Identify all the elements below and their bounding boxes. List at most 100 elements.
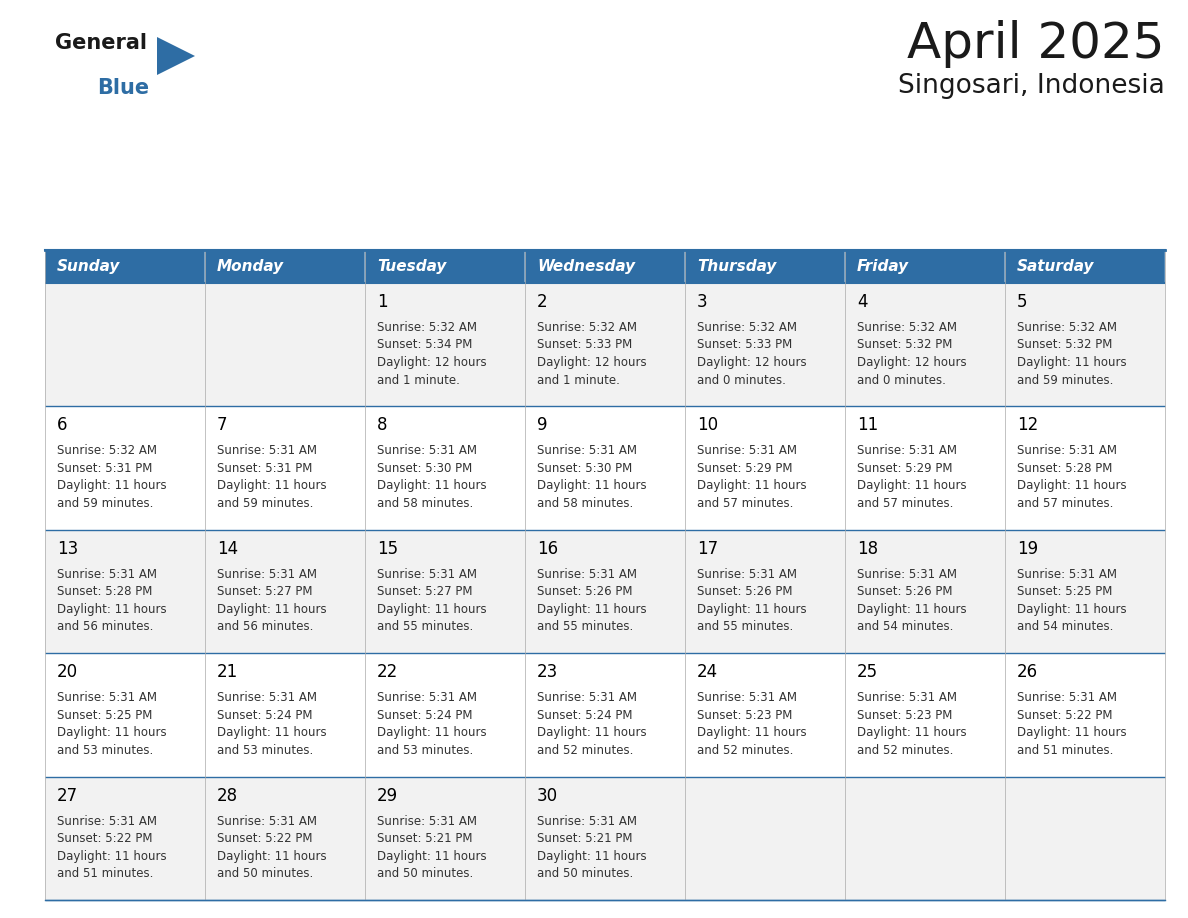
Text: Sunrise: 5:31 AM
Sunset: 5:24 PM
Daylight: 11 hours
and 52 minutes.: Sunrise: 5:31 AM Sunset: 5:24 PM Dayligh… [537, 691, 646, 756]
Bar [206, 654, 365, 777]
Text: Sunrise: 5:32 AM
Sunset: 5:33 PM
Daylight: 12 hours
and 1 minute.: Sunrise: 5:32 AM Sunset: 5:33 PM Dayligh… [537, 321, 646, 386]
Bar [206, 530, 365, 654]
Text: 9: 9 [537, 417, 548, 434]
Bar [525, 283, 685, 407]
Text: 17: 17 [697, 540, 718, 558]
Text: Sunrise: 5:31 AM
Sunset: 5:24 PM
Daylight: 11 hours
and 53 minutes.: Sunrise: 5:31 AM Sunset: 5:24 PM Dayligh… [377, 691, 487, 756]
Text: 2: 2 [537, 293, 548, 311]
Bar [365, 407, 525, 530]
Text: Singosari, Indonesia: Singosari, Indonesia [898, 73, 1165, 99]
Bar [365, 654, 525, 777]
Text: Sunrise: 5:31 AM
Sunset: 5:26 PM
Daylight: 11 hours
and 55 minutes.: Sunrise: 5:31 AM Sunset: 5:26 PM Dayligh… [537, 568, 646, 633]
Text: Sunrise: 5:31 AM
Sunset: 5:28 PM
Daylight: 11 hours
and 57 minutes.: Sunrise: 5:31 AM Sunset: 5:28 PM Dayligh… [1017, 444, 1126, 509]
Bar [525, 530, 685, 654]
Text: Tuesday: Tuesday [377, 259, 447, 274]
Bar [685, 250, 845, 283]
Bar [1005, 654, 1165, 777]
Text: 27: 27 [57, 787, 78, 804]
Text: 13: 13 [57, 540, 78, 558]
Bar [365, 283, 525, 407]
Bar [1005, 283, 1165, 407]
Bar [525, 250, 685, 283]
Text: 26: 26 [1017, 663, 1038, 681]
Bar [525, 654, 685, 777]
Bar [365, 250, 525, 283]
Text: Monday: Monday [217, 259, 284, 274]
Text: 18: 18 [857, 540, 878, 558]
Text: Sunrise: 5:31 AM
Sunset: 5:29 PM
Daylight: 11 hours
and 57 minutes.: Sunrise: 5:31 AM Sunset: 5:29 PM Dayligh… [697, 444, 807, 509]
Bar [845, 777, 1005, 900]
Text: 8: 8 [377, 417, 387, 434]
Text: Sunday: Sunday [57, 259, 120, 274]
Bar [1005, 250, 1165, 283]
Text: 28: 28 [217, 787, 238, 804]
Text: 16: 16 [537, 540, 558, 558]
Text: Sunrise: 5:31 AM
Sunset: 5:23 PM
Daylight: 11 hours
and 52 minutes.: Sunrise: 5:31 AM Sunset: 5:23 PM Dayligh… [857, 691, 967, 756]
Text: 1: 1 [377, 293, 387, 311]
Text: 7: 7 [217, 417, 227, 434]
Text: Sunrise: 5:31 AM
Sunset: 5:22 PM
Daylight: 11 hours
and 50 minutes.: Sunrise: 5:31 AM Sunset: 5:22 PM Dayligh… [217, 814, 327, 880]
Bar [206, 250, 365, 283]
Bar [525, 777, 685, 900]
Bar [685, 654, 845, 777]
Text: Sunrise: 5:31 AM
Sunset: 5:29 PM
Daylight: 11 hours
and 57 minutes.: Sunrise: 5:31 AM Sunset: 5:29 PM Dayligh… [857, 444, 967, 509]
Text: 10: 10 [697, 417, 718, 434]
Text: 4: 4 [857, 293, 867, 311]
Text: Sunrise: 5:31 AM
Sunset: 5:25 PM
Daylight: 11 hours
and 53 minutes.: Sunrise: 5:31 AM Sunset: 5:25 PM Dayligh… [57, 691, 166, 756]
Bar [685, 777, 845, 900]
Text: 30: 30 [537, 787, 558, 804]
Text: Sunrise: 5:31 AM
Sunset: 5:23 PM
Daylight: 11 hours
and 52 minutes.: Sunrise: 5:31 AM Sunset: 5:23 PM Dayligh… [697, 691, 807, 756]
Text: 20: 20 [57, 663, 78, 681]
Text: Sunrise: 5:32 AM
Sunset: 5:33 PM
Daylight: 12 hours
and 0 minutes.: Sunrise: 5:32 AM Sunset: 5:33 PM Dayligh… [697, 321, 807, 386]
Bar [845, 530, 1005, 654]
Text: Saturday: Saturday [1017, 259, 1094, 274]
Text: Sunrise: 5:32 AM
Sunset: 5:32 PM
Daylight: 11 hours
and 59 minutes.: Sunrise: 5:32 AM Sunset: 5:32 PM Dayligh… [1017, 321, 1126, 386]
Text: 11: 11 [857, 417, 878, 434]
Bar [685, 407, 845, 530]
Text: Sunrise: 5:32 AM
Sunset: 5:31 PM
Daylight: 11 hours
and 59 minutes.: Sunrise: 5:32 AM Sunset: 5:31 PM Dayligh… [57, 444, 166, 509]
Text: Sunrise: 5:31 AM
Sunset: 5:21 PM
Daylight: 11 hours
and 50 minutes.: Sunrise: 5:31 AM Sunset: 5:21 PM Dayligh… [537, 814, 646, 880]
Text: Friday: Friday [857, 259, 909, 274]
Text: April 2025: April 2025 [908, 20, 1165, 68]
Bar [685, 530, 845, 654]
Text: 24: 24 [697, 663, 718, 681]
Text: Sunrise: 5:31 AM
Sunset: 5:25 PM
Daylight: 11 hours
and 54 minutes.: Sunrise: 5:31 AM Sunset: 5:25 PM Dayligh… [1017, 568, 1126, 633]
Text: 21: 21 [217, 663, 239, 681]
Text: 14: 14 [217, 540, 238, 558]
Text: Sunrise: 5:31 AM
Sunset: 5:27 PM
Daylight: 11 hours
and 56 minutes.: Sunrise: 5:31 AM Sunset: 5:27 PM Dayligh… [217, 568, 327, 633]
Bar [45, 777, 206, 900]
Text: 3: 3 [697, 293, 708, 311]
Bar [45, 407, 206, 530]
Text: Sunrise: 5:32 AM
Sunset: 5:34 PM
Daylight: 12 hours
and 1 minute.: Sunrise: 5:32 AM Sunset: 5:34 PM Dayligh… [377, 321, 487, 386]
Text: 5: 5 [1017, 293, 1028, 311]
Text: Sunrise: 5:31 AM
Sunset: 5:26 PM
Daylight: 11 hours
and 55 minutes.: Sunrise: 5:31 AM Sunset: 5:26 PM Dayligh… [697, 568, 807, 633]
Text: 12: 12 [1017, 417, 1038, 434]
Text: Sunrise: 5:32 AM
Sunset: 5:32 PM
Daylight: 12 hours
and 0 minutes.: Sunrise: 5:32 AM Sunset: 5:32 PM Dayligh… [857, 321, 967, 386]
Text: Sunrise: 5:31 AM
Sunset: 5:24 PM
Daylight: 11 hours
and 53 minutes.: Sunrise: 5:31 AM Sunset: 5:24 PM Dayligh… [217, 691, 327, 756]
Bar [1005, 530, 1165, 654]
Text: Sunrise: 5:31 AM
Sunset: 5:31 PM
Daylight: 11 hours
and 59 minutes.: Sunrise: 5:31 AM Sunset: 5:31 PM Dayligh… [217, 444, 327, 509]
Text: 23: 23 [537, 663, 558, 681]
Bar [1005, 407, 1165, 530]
Bar [365, 530, 525, 654]
Bar [845, 283, 1005, 407]
Text: Sunrise: 5:31 AM
Sunset: 5:21 PM
Daylight: 11 hours
and 50 minutes.: Sunrise: 5:31 AM Sunset: 5:21 PM Dayligh… [377, 814, 487, 880]
Bar [525, 407, 685, 530]
Text: 29: 29 [377, 787, 398, 804]
Text: 22: 22 [377, 663, 398, 681]
Text: Sunrise: 5:31 AM
Sunset: 5:27 PM
Daylight: 11 hours
and 55 minutes.: Sunrise: 5:31 AM Sunset: 5:27 PM Dayligh… [377, 568, 487, 633]
Text: Wednesday: Wednesday [537, 259, 636, 274]
Text: Sunrise: 5:31 AM
Sunset: 5:26 PM
Daylight: 11 hours
and 54 minutes.: Sunrise: 5:31 AM Sunset: 5:26 PM Dayligh… [857, 568, 967, 633]
Text: Blue: Blue [97, 78, 150, 98]
Bar [45, 283, 206, 407]
Text: Sunrise: 5:31 AM
Sunset: 5:28 PM
Daylight: 11 hours
and 56 minutes.: Sunrise: 5:31 AM Sunset: 5:28 PM Dayligh… [57, 568, 166, 633]
Bar [685, 283, 845, 407]
Bar [845, 250, 1005, 283]
Text: Sunrise: 5:31 AM
Sunset: 5:30 PM
Daylight: 11 hours
and 58 minutes.: Sunrise: 5:31 AM Sunset: 5:30 PM Dayligh… [377, 444, 487, 509]
Text: Thursday: Thursday [697, 259, 777, 274]
Text: Sunrise: 5:31 AM
Sunset: 5:22 PM
Daylight: 11 hours
and 51 minutes.: Sunrise: 5:31 AM Sunset: 5:22 PM Dayligh… [1017, 691, 1126, 756]
Text: 6: 6 [57, 417, 68, 434]
Text: Sunrise: 5:31 AM
Sunset: 5:30 PM
Daylight: 11 hours
and 58 minutes.: Sunrise: 5:31 AM Sunset: 5:30 PM Dayligh… [537, 444, 646, 509]
Bar [206, 283, 365, 407]
Bar [45, 250, 206, 283]
